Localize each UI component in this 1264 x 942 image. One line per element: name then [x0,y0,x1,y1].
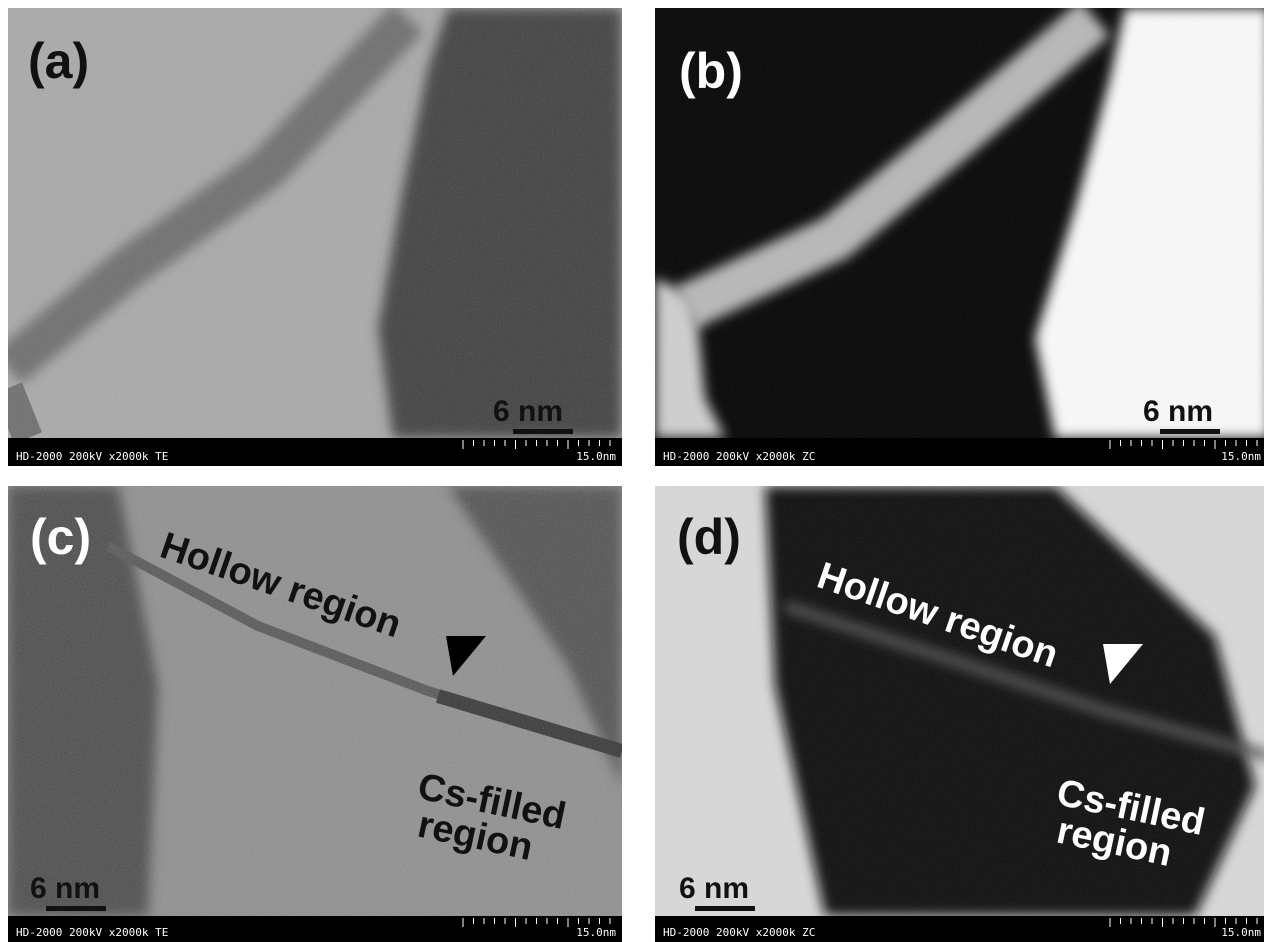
footer-right: 15.0nm [1221,926,1261,939]
noise [655,8,1264,438]
panel-a: (a) 6 nm HD-2000 200kV x2000k TE 15.0nm [8,8,622,466]
figure: (a) 6 nm HD-2000 200kV x2000k TE 15.0nm … [0,0,1264,942]
footer-left: HD-2000 200kV x2000k TE [16,926,168,939]
scale-bar [46,906,106,911]
panel-d: (d) Hollow region Cs-filled region 6 nm … [655,486,1264,942]
noise [655,486,1264,916]
panel-label: (c) [30,509,91,565]
noise [8,8,622,438]
footer-right: 15.0nm [1221,450,1261,463]
panel-label: (a) [28,33,89,89]
scale-label: 6 nm [1143,395,1213,428]
scale-label: 6 nm [493,395,563,428]
footer-left: HD-2000 200kV x2000k ZC [663,926,815,939]
panel-label: (d) [677,509,741,565]
scale-label: 6 nm [30,872,100,905]
panel-b: (b) 6 nm HD-2000 200kV x2000k ZC 15.0nm [655,8,1264,466]
footer-left: HD-2000 200kV x2000k ZC [663,450,815,463]
footer-right: 15.0nm [576,926,616,939]
scale-bar [695,906,755,911]
footer-left: HD-2000 200kV x2000k TE [16,450,168,463]
scale-label: 6 nm [679,872,749,905]
footer-right: 15.0nm [576,450,616,463]
scale-bar [513,429,573,434]
panel-label: (b) [679,43,743,99]
panel-c: (c) Hollow region Cs-filled region 6 nm … [8,486,622,942]
scale-bar [1160,429,1220,434]
